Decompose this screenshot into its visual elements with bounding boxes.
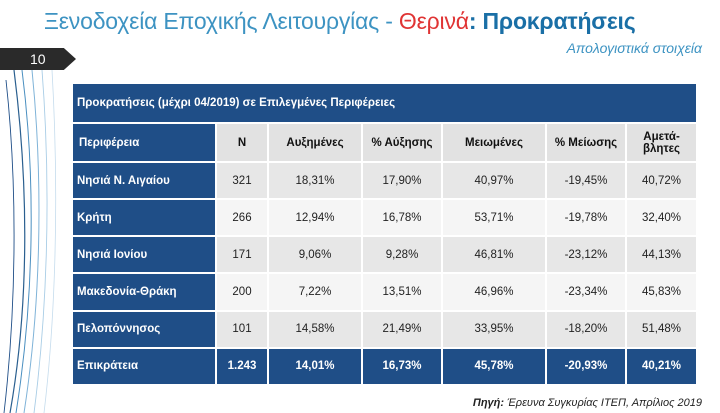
table-cell: 18,31% <box>267 160 363 201</box>
table-cell: 17,90% <box>361 160 443 201</box>
title-season: Θερινά <box>398 8 469 34</box>
title-colon: : <box>468 8 483 34</box>
table-cell: 46,81% <box>441 235 547 275</box>
table-cell: 321 <box>215 160 269 201</box>
page-number-tab: 10 <box>0 48 76 70</box>
table-cell: 200 <box>215 272 269 312</box>
table-cell: 46,96% <box>441 272 547 312</box>
region-name: Νησιά Ιονίου <box>71 235 217 275</box>
table-cell: 33,95% <box>441 309 547 349</box>
column-header: N <box>215 122 269 163</box>
column-header: % Μείωσης <box>545 122 627 163</box>
region-name: Κρήτη <box>71 198 217 238</box>
table-cell: 7,22% <box>267 272 363 312</box>
table-cell: 9,28% <box>361 235 443 275</box>
table-cell: -23,34% <box>545 272 627 312</box>
table-row: Πελοπόννησος 101 14,58% 21,49% 33,95% -1… <box>71 309 699 349</box>
total-cell: 45,78% <box>441 346 547 387</box>
region-name: Νησιά Ν. Αιγαίου <box>71 160 217 201</box>
decorative-swoosh-lines <box>3 70 57 413</box>
table-cell: -23,12% <box>545 235 627 275</box>
title-topic: Προκρατήσεις <box>482 8 636 34</box>
column-header: % Αύξησης <box>361 122 443 163</box>
table-cell: 16,78% <box>361 198 443 238</box>
table-cell: -18,20% <box>545 309 627 349</box>
total-cell: 16,73% <box>361 346 443 387</box>
table-caption: Προκρατήσεις (μέχρι 04/2019) σε Επιλεγμέ… <box>70 82 699 124</box>
total-cell: 14,01% <box>267 346 363 387</box>
table-row: Νησιά Ιονίου 171 9,06% 9,28% 46,81% -23,… <box>71 235 699 275</box>
column-header: Μειωμένες <box>441 122 547 163</box>
total-cell: 1.243 <box>215 346 269 387</box>
table-cell: 45,83% <box>624 272 699 312</box>
table-cell: 12,94% <box>267 198 363 238</box>
table-cell: -19,45% <box>545 160 627 201</box>
table-cell: 32,40% <box>624 198 699 238</box>
column-header: Αμετά-βλητες <box>624 122 699 163</box>
page-number: 10 <box>30 51 46 67</box>
region-name: Πελοπόννησος <box>71 309 217 349</box>
table-cell: 13,51% <box>361 272 443 312</box>
total-label: Επικράτεια <box>71 346 217 387</box>
source-note: Πηγή: Έρευνα Συγκυρίας ΙΤΕΠ, Απρίλιος 20… <box>473 397 702 409</box>
column-header: Περιφέρεια <box>71 122 217 163</box>
table-row: Κρήτη 266 12,94% 16,78% 53,71% -19,78% 3… <box>71 198 699 238</box>
title-main: Ξενοδοχεία Εποχικής Λειτουργίας - <box>44 8 399 34</box>
table-cell: 171 <box>215 235 269 275</box>
region-name: Μακεδονία-Θράκη <box>71 272 217 312</box>
total-cell: -20,93% <box>545 346 627 387</box>
slide-title: Ξενοδοχεία Εποχικής Λειτουργίας - Θερινά… <box>44 8 636 35</box>
source-text: Έρευνα Συγκυρίας ΙΤΕΠ, Απρίλιος 2019 <box>504 397 702 409</box>
table-row: Μακεδονία-Θράκη 200 7,22% 13,51% 46,96% … <box>71 272 699 312</box>
table-cell: 51,48% <box>624 309 699 349</box>
table-cell: 14,58% <box>267 309 363 349</box>
table-cell: 44,13% <box>624 235 699 275</box>
total-cell: 40,21% <box>624 346 699 387</box>
table-row: Νησιά Ν. Αιγαίου 321 18,31% 17,90% 40,97… <box>71 160 699 201</box>
table-cell: 21,49% <box>361 309 443 349</box>
slide-subtitle: Απολογιστικά στοιχεία <box>566 40 702 56</box>
table-total-row: Επικράτεια 1.243 14,01% 16,73% 45,78% -2… <box>71 346 699 387</box>
table-cell: 53,71% <box>441 198 547 238</box>
table-caption-row: Προκρατήσεις (μέχρι 04/2019) σε Επιλεγμέ… <box>70 82 699 124</box>
bookings-table: Προκρατήσεις (μέχρι 04/2019) σε Επιλεγμέ… <box>70 82 699 387</box>
source-label: Πηγή: <box>472 397 505 409</box>
table-cell: 266 <box>215 198 269 238</box>
table-cell: 40,97% <box>441 160 547 201</box>
table-header-row: Περιφέρεια N Αυξημένες % Αύξησης Μειωμέν… <box>71 122 699 163</box>
table-cell: 40,72% <box>624 160 699 201</box>
table-cell: 101 <box>215 309 269 349</box>
column-header: Αυξημένες <box>267 122 363 163</box>
table-cell: -19,78% <box>545 198 627 238</box>
table-cell: 9,06% <box>267 235 363 275</box>
